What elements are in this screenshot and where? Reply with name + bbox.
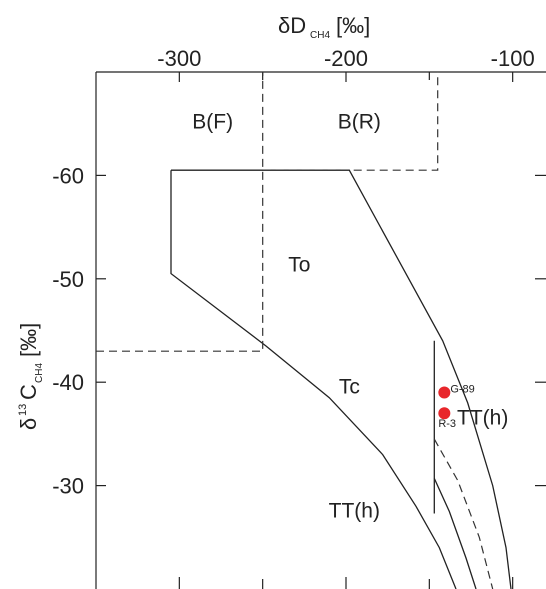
region-label: B(F) bbox=[192, 111, 233, 134]
sample-label: G-89 bbox=[450, 384, 474, 396]
y-axis-label-subscript: CH4 bbox=[34, 363, 45, 383]
boundary-tth-mid bbox=[433, 438, 494, 589]
sample-points: G-89 R-3 bbox=[438, 384, 475, 430]
y-axis-label-units: [‰] bbox=[16, 323, 41, 357]
x-axis-label-subscript: CH4 bbox=[310, 30, 330, 41]
x-tick-label: -100 bbox=[491, 46, 535, 71]
x-tick-label: -300 bbox=[157, 46, 201, 71]
plot-frame bbox=[95, 71, 546, 589]
region-label: Tc bbox=[339, 375, 360, 398]
boundary-b-right bbox=[262, 72, 439, 171]
boundary-tth-inner bbox=[433, 478, 477, 589]
axis-title-top: δD CH4 [‰] bbox=[278, 13, 370, 41]
x-axis-label-units: [‰] bbox=[336, 13, 370, 38]
axis-title-left: δ 13 C CH4 [‰] bbox=[16, 323, 45, 430]
sample-point bbox=[438, 386, 451, 399]
region-label: TT(h) bbox=[457, 406, 508, 429]
x-axis-label-prefix: δD bbox=[278, 13, 306, 38]
boundary-to-field bbox=[171, 169, 512, 589]
axis-ticks: -300 -200 -100 -60 -50 -40 -30 bbox=[52, 46, 546, 589]
y-tick-label: -40 bbox=[52, 370, 84, 395]
y-tick-label: -50 bbox=[52, 267, 84, 292]
x-tick-label: -200 bbox=[324, 46, 368, 71]
y-axis-label-prefix: δ bbox=[16, 418, 41, 430]
boundary-b-box bbox=[96, 72, 264, 352]
y-axis-label-main: C bbox=[16, 384, 41, 400]
region-label: B(R) bbox=[338, 111, 381, 134]
y-tick-label: -30 bbox=[52, 474, 84, 499]
y-axis-label-superscript: 13 bbox=[17, 404, 29, 416]
boundary-to-left bbox=[170, 170, 457, 589]
region-labels: B(F) B(R) To Tc TT(h) TT(h) bbox=[192, 111, 508, 523]
region-label: TT(h) bbox=[329, 499, 380, 522]
field-boundaries bbox=[96, 72, 512, 589]
y-tick-label: -60 bbox=[52, 163, 84, 188]
sample-label: R-3 bbox=[438, 418, 456, 430]
region-label: To bbox=[288, 253, 310, 276]
sample-point bbox=[438, 407, 451, 420]
